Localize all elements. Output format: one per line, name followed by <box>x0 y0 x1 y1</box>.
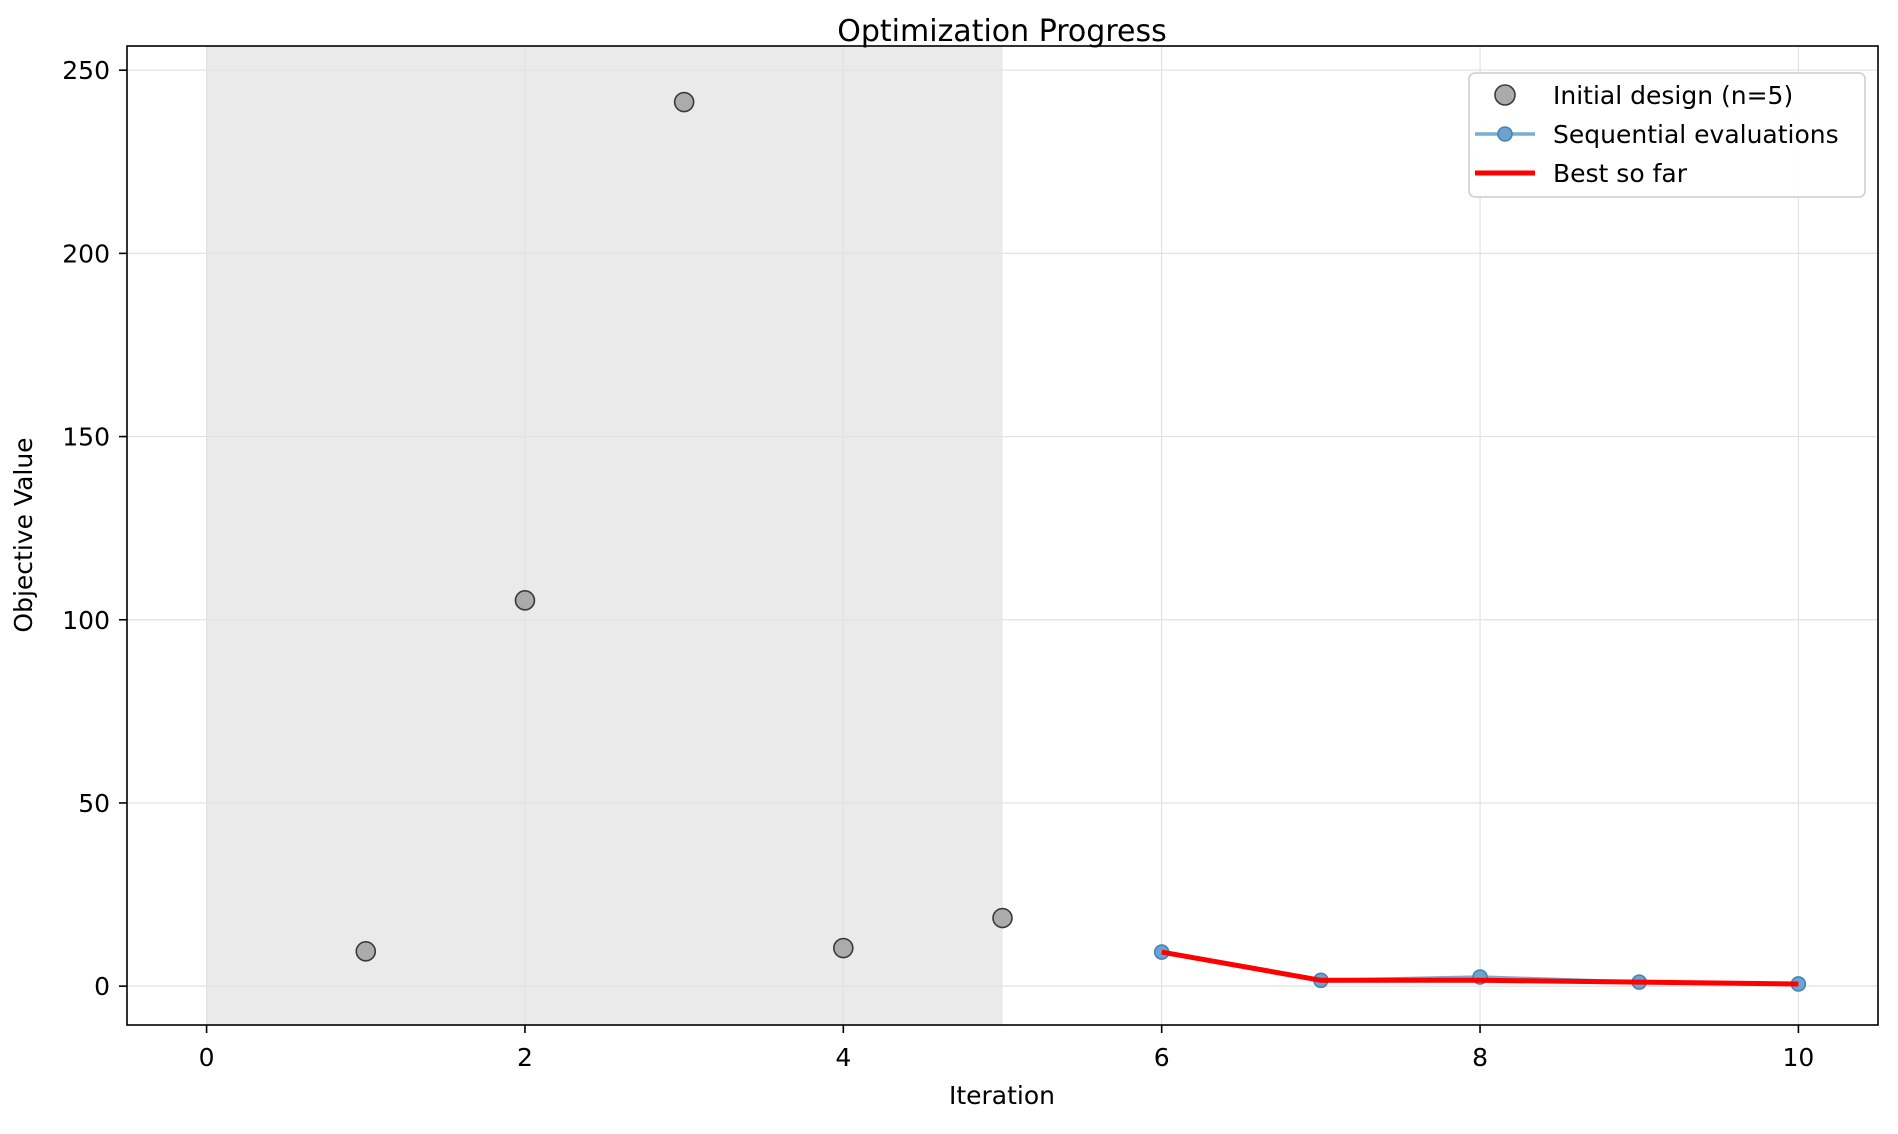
y-tick-label: 150 <box>62 423 110 452</box>
legend-circle-swatch <box>1494 84 1516 106</box>
x-tick-label: 6 <box>1154 1043 1170 1072</box>
series-line <box>1161 949 1799 987</box>
data-point <box>833 937 854 959</box>
y-tick-label: 50 <box>78 789 110 818</box>
x-axis-label: Iteration <box>949 1081 1055 1110</box>
series-initial-design-n-5 <box>355 91 1013 962</box>
legend-label: Best so far <box>1553 159 1688 188</box>
data-point <box>514 590 536 611</box>
legend-item: Sequential evaluations <box>1475 120 1839 149</box>
legend: Initial design (n=5) Sequential evaluatio… <box>1468 72 1866 198</box>
legend-label: Initial design (n=5) <box>1553 81 1793 110</box>
data-point <box>673 91 695 113</box>
legend-item: Best so far <box>1475 159 1688 188</box>
x-tick-label: 0 <box>199 1043 215 1072</box>
series-layer <box>355 91 1807 992</box>
tick-marks <box>119 69 1800 1033</box>
series-best-so-far <box>1161 949 1799 987</box>
y-tick-label: 200 <box>62 239 110 268</box>
initial-design-region-rect <box>206 46 1003 1025</box>
y-axis-label: Objective Value <box>9 437 38 632</box>
legend-box <box>1468 72 1866 198</box>
y-tick-label: 250 <box>62 56 110 85</box>
legend-marker-swatch <box>1497 126 1513 142</box>
legend-label: Sequential evaluations <box>1553 120 1839 149</box>
y-tick-label: 0 <box>94 972 110 1001</box>
y-tick-label: 100 <box>62 606 110 635</box>
x-tick-label: 2 <box>517 1043 533 1072</box>
x-tick-label: 8 <box>1472 1043 1488 1072</box>
data-point <box>992 907 1013 929</box>
data-point <box>355 941 377 962</box>
initial-design-shaded-region <box>206 46 1003 1025</box>
x-tick-label: 10 <box>1783 1043 1815 1072</box>
legend-item: Initial design (n=5) <box>1494 81 1793 110</box>
axes-spines <box>126 45 1879 1026</box>
chart-title: Optimization Progress <box>837 14 1166 49</box>
grid <box>127 46 1878 1025</box>
x-tick-label: 4 <box>835 1043 851 1072</box>
